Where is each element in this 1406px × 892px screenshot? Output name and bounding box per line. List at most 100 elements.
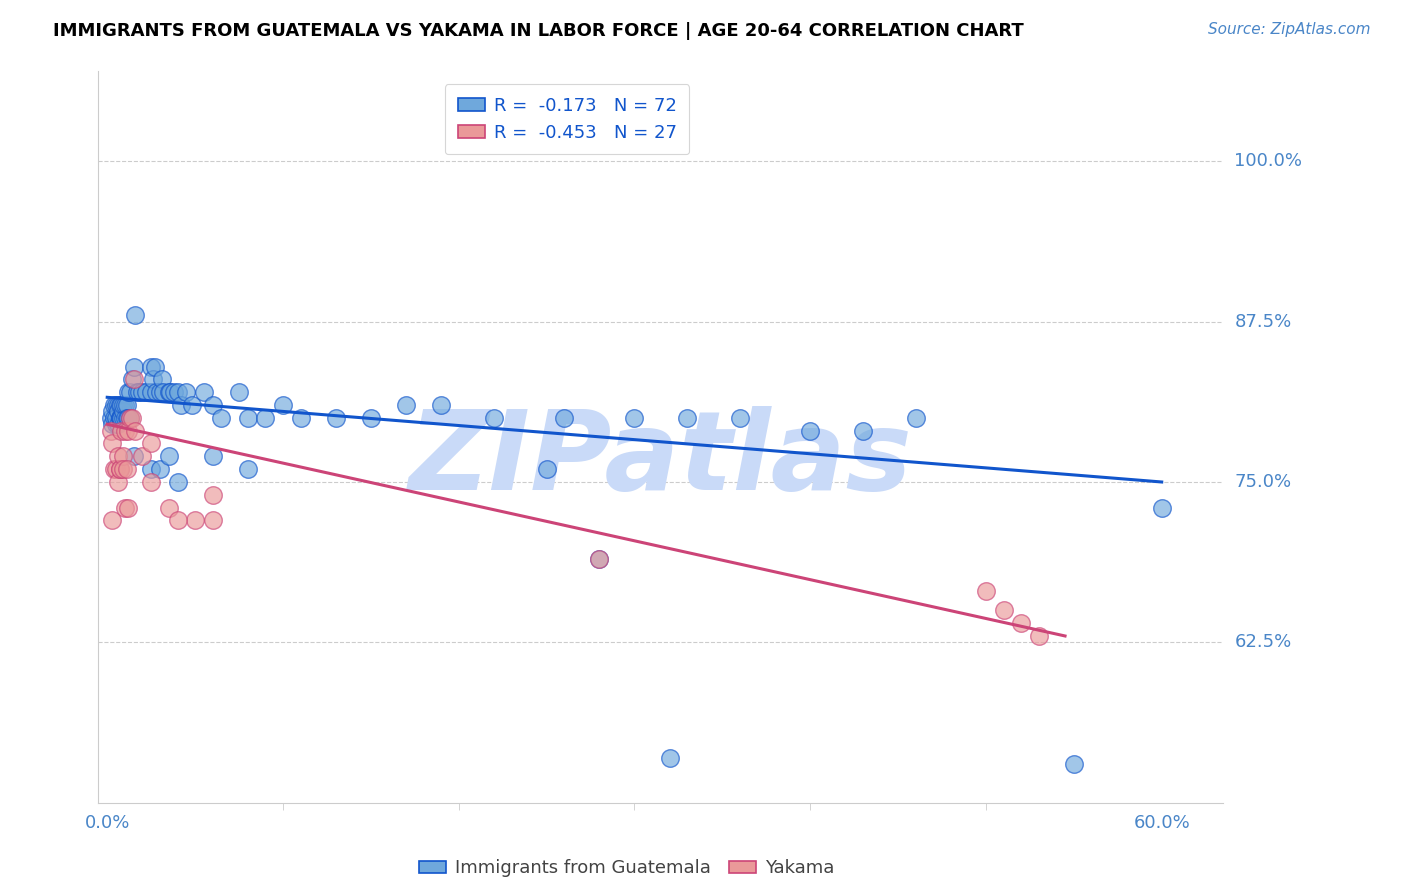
Point bbox=[122, 372, 145, 386]
Point bbox=[131, 385, 153, 400]
Point bbox=[105, 410, 127, 425]
Point bbox=[107, 475, 129, 489]
Point bbox=[114, 410, 136, 425]
Point bbox=[108, 410, 131, 425]
Point bbox=[131, 450, 153, 464]
Point bbox=[145, 385, 167, 400]
Point bbox=[108, 398, 131, 412]
Point bbox=[107, 450, 129, 464]
Point bbox=[166, 385, 188, 400]
Point bbox=[152, 385, 174, 400]
Legend: Immigrants from Guatemala, Yakama: Immigrants from Guatemala, Yakama bbox=[412, 852, 842, 885]
Point bbox=[124, 308, 146, 322]
Point bbox=[290, 410, 312, 425]
Point bbox=[108, 462, 131, 476]
Point bbox=[536, 462, 558, 476]
Point bbox=[254, 410, 277, 425]
Point bbox=[174, 385, 197, 400]
Point bbox=[121, 372, 143, 386]
Point bbox=[110, 398, 132, 412]
Point bbox=[101, 436, 124, 450]
Point bbox=[430, 398, 453, 412]
Point bbox=[360, 410, 382, 425]
Point bbox=[107, 404, 129, 418]
Point bbox=[112, 462, 135, 476]
Point bbox=[799, 424, 821, 438]
Point bbox=[112, 404, 135, 418]
Point bbox=[120, 410, 141, 425]
Point bbox=[103, 398, 125, 412]
Point bbox=[588, 552, 610, 566]
Point bbox=[1028, 629, 1050, 643]
Point bbox=[108, 410, 131, 425]
Point bbox=[114, 500, 136, 515]
Point bbox=[236, 410, 259, 425]
Point bbox=[112, 450, 135, 464]
Point bbox=[105, 462, 127, 476]
Point bbox=[117, 500, 139, 515]
Point bbox=[993, 603, 1015, 617]
Point bbox=[105, 398, 127, 412]
Point bbox=[149, 385, 172, 400]
Point bbox=[124, 424, 146, 438]
Point bbox=[114, 424, 136, 438]
Point bbox=[163, 385, 186, 400]
Point bbox=[135, 385, 157, 400]
Point bbox=[122, 359, 145, 374]
Point bbox=[193, 385, 215, 400]
Point bbox=[974, 584, 997, 599]
Point bbox=[157, 500, 180, 515]
Point bbox=[108, 462, 131, 476]
Point bbox=[588, 552, 610, 566]
Point bbox=[100, 424, 122, 438]
Point bbox=[107, 398, 129, 412]
Point bbox=[395, 398, 418, 412]
Point bbox=[1150, 500, 1173, 515]
Point bbox=[201, 488, 224, 502]
Point bbox=[101, 404, 124, 418]
Point bbox=[170, 398, 193, 412]
Point bbox=[141, 462, 163, 476]
Point bbox=[623, 410, 645, 425]
Point bbox=[201, 450, 224, 464]
Text: 62.5%: 62.5% bbox=[1234, 633, 1292, 651]
Point bbox=[184, 514, 207, 528]
Point bbox=[211, 410, 233, 425]
Point bbox=[482, 410, 505, 425]
Point bbox=[128, 385, 150, 400]
Point bbox=[110, 410, 132, 425]
Text: 75.0%: 75.0% bbox=[1234, 473, 1292, 491]
Point bbox=[120, 385, 141, 400]
Point bbox=[105, 417, 127, 432]
Point bbox=[103, 410, 125, 425]
Point bbox=[201, 398, 224, 412]
Point bbox=[100, 410, 122, 425]
Point bbox=[904, 410, 927, 425]
Point bbox=[228, 385, 250, 400]
Point bbox=[180, 398, 202, 412]
Point bbox=[141, 385, 163, 400]
Point bbox=[115, 398, 138, 412]
Point bbox=[728, 410, 751, 425]
Text: 100.0%: 100.0% bbox=[1234, 153, 1302, 170]
Point bbox=[112, 410, 135, 425]
Point bbox=[157, 385, 180, 400]
Point bbox=[150, 372, 173, 386]
Point bbox=[676, 410, 699, 425]
Point bbox=[115, 410, 138, 425]
Point bbox=[141, 475, 163, 489]
Point bbox=[166, 514, 188, 528]
Point bbox=[149, 462, 172, 476]
Point bbox=[107, 417, 129, 432]
Point bbox=[114, 398, 136, 412]
Point bbox=[115, 462, 138, 476]
Point bbox=[166, 475, 188, 489]
Point bbox=[1010, 616, 1032, 631]
Point bbox=[103, 462, 125, 476]
Point bbox=[141, 436, 163, 450]
Point bbox=[852, 424, 875, 438]
Text: IMMIGRANTS FROM GUATEMALA VS YAKAMA IN LABOR FORCE | AGE 20-64 CORRELATION CHART: IMMIGRANTS FROM GUATEMALA VS YAKAMA IN L… bbox=[53, 22, 1024, 40]
Point bbox=[110, 410, 132, 425]
Point bbox=[122, 450, 145, 464]
Point bbox=[141, 359, 163, 374]
